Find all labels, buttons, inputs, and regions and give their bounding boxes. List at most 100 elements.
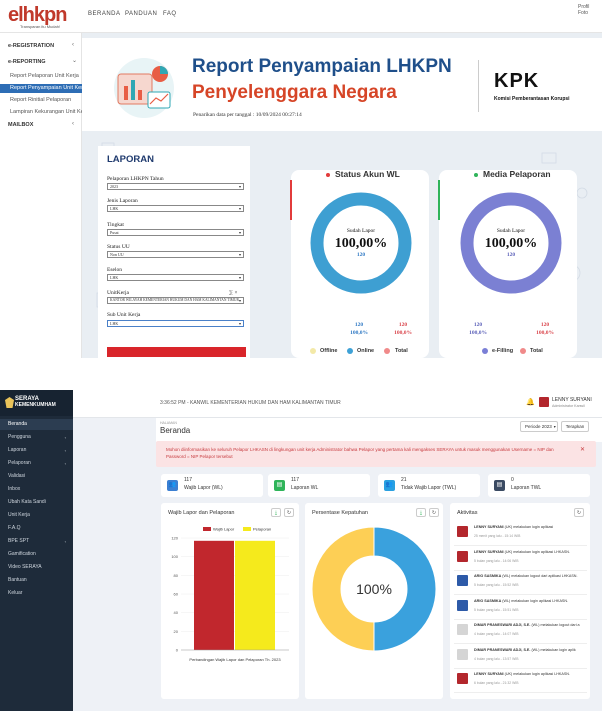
nav-ubah-kata-sandi[interactable]: Ubah Kata Sandi [0, 497, 73, 508]
select-eselon[interactable]: LHK ▾ [107, 274, 244, 281]
nav-gamification[interactable]: Gamification [0, 549, 73, 560]
unit-kerja-clear-icon[interactable]: ⅀ × [229, 290, 238, 296]
efilling-pct: 100,0% [469, 330, 487, 336]
activity-text: LENNY SURYANI (UK) melakukan login aplik… [474, 550, 586, 555]
avatar[interactable] [539, 397, 549, 407]
select-status-uu[interactable]: Non UU ▾ [107, 251, 244, 258]
online-count: 120 [354, 322, 364, 328]
select-unit-kerja-value: KANTOR WILAYAH KEMENTERIAN HUKUM DAN HAM… [110, 298, 239, 302]
label-jenis-laporan: Jenis Laporan [107, 198, 138, 204]
avatar [457, 575, 468, 586]
total-pct: 100,0% [536, 330, 554, 336]
legend-total: Total [530, 348, 543, 354]
nav-faq[interactable]: F.A.Q [0, 523, 73, 534]
nav-unit-kerja[interactable]: Unit Kerja [0, 510, 73, 521]
bar-wajib-lapor[interactable] [194, 540, 234, 650]
seraya-logo-line2: KEMENKUMHAM [15, 402, 56, 408]
nav-laporan-label: Laporan [8, 447, 27, 453]
legend-swatch [203, 527, 211, 531]
sidebar-item-report-penyampaian[interactable]: Report Penyampaian Unit Kerja [0, 84, 82, 93]
document-icon: ▤ [274, 480, 285, 491]
kepatuhan-title: Persentase Kepatuhan [312, 510, 368, 516]
donut-slice-belum-lapor[interactable] [311, 526, 375, 652]
chevron-down-icon: ▾ [238, 275, 241, 280]
nav-panduan[interactable]: PANDUAN [125, 11, 158, 17]
download-icon[interactable]: ⤓ [416, 508, 426, 517]
stat-label: Tidak Wajib Lapor (TWL) [401, 485, 457, 491]
apply-button[interactable]: Terapkan [561, 421, 589, 432]
sidebar-section-mailbox[interactable]: MAILBOX [8, 122, 34, 128]
refresh-icon[interactable]: ↻ [284, 508, 294, 517]
activity-item[interactable]: DIMAR PRANESWARI ADJI, S.E. (WL) melakuk… [454, 645, 587, 669]
chevron-down-icon: ⌄ [72, 58, 78, 64]
chevron-left-icon: ‹ [64, 448, 66, 453]
banner-date: Penarikan data per tanggal : 10/09/2024 … [193, 112, 302, 118]
stat-card-tidak-wajib-lapor[interactable] [378, 474, 480, 497]
nav-pengguna[interactable]: Pengguna ‹ [0, 432, 73, 443]
stat-card-laporan-twl[interactable] [488, 474, 590, 497]
select-tahun[interactable]: 2023 ▾ [107, 183, 244, 190]
activity-user: DIMAR PRANESWARI ADJI, S.E. [474, 647, 531, 652]
activity-time: 4 bulan yang lalu - 13:57 WIB [474, 656, 519, 661]
profile-image-broken[interactable]: Profil Foto [578, 4, 590, 16]
ring-count: 120 [506, 252, 516, 258]
periode-select-value: Periode 2023 [525, 424, 552, 429]
activity-item[interactable]: DIMAR PRANESWARI ADJI, S.E. (WL) melakuk… [454, 620, 587, 644]
header-clock: 3:36:52 PM - KANWIL KEMENTERIAN HUKUM DA… [160, 400, 341, 406]
chevron-down-icon: ▾ [238, 206, 241, 211]
nav-pelaporan[interactable]: Pelaporan ‹ [0, 458, 73, 469]
sidebar-section-ereporting[interactable]: e-REPORTING [8, 59, 46, 65]
activity-item[interactable]: ARIO SASMIKA (WL) melakukan logout dari … [454, 571, 587, 595]
bar-pelaporan[interactable] [235, 540, 275, 650]
nav-validasi[interactable]: Validasi [0, 471, 73, 482]
nav-bantuan[interactable]: Bantuan [0, 575, 73, 586]
stat-value: 0 [511, 477, 514, 483]
periode-select[interactable]: Periode 2023 ▾ [520, 421, 558, 432]
sidebar-item-report-pelaporan[interactable]: Report Pelaporan Unit Kerja [10, 73, 79, 79]
stat-card-wajib-lapor[interactable] [161, 474, 263, 497]
y-tick-label: 20 [174, 629, 179, 634]
select-jenis-laporan-value: LHK [110, 206, 119, 211]
refresh-icon[interactable]: ↻ [429, 508, 439, 517]
kepatuhan-donut [311, 526, 437, 652]
legend-online-icon [347, 348, 353, 354]
download-icon[interactable]: ⤓ [271, 508, 281, 517]
refresh-icon[interactable]: ↻ [574, 508, 584, 517]
select-jenis-laporan[interactable]: LHK ▾ [107, 205, 244, 212]
document-icon: ▤ [494, 480, 505, 491]
sidebar-item-report-rinitial[interactable]: Report Rinitial Pelaporan [10, 97, 72, 103]
nav-beranda[interactable]: Beranda [0, 419, 73, 430]
legend-swatch [243, 527, 251, 531]
label-tahun: Pelaporan LHKPN Tahun [107, 176, 164, 182]
donut-slice-melapor[interactable] [373, 526, 437, 652]
media-pelaporan-title: Media Pelaporan [474, 169, 551, 179]
select-sub-unit-kerja[interactable]: LHK ▾ [107, 320, 244, 327]
activity-user: LENNY SURYANI [474, 672, 504, 676]
nav-laporan[interactable]: Laporan ‹ [0, 445, 73, 456]
select-tingkat[interactable]: Pusat ▾ [107, 229, 244, 236]
sidebar-section-eregistration[interactable]: e-REGISTRATION [8, 43, 55, 49]
legend-efilling-icon [482, 348, 488, 354]
nav-bpe-spt[interactable]: BPE SPT ‹ [0, 536, 73, 547]
close-icon[interactable]: ✕ [580, 447, 586, 453]
user-menu[interactable]: LENNY SURYANI Administrator Kanwil [552, 397, 592, 409]
efilling-count: 120 [473, 322, 483, 328]
stat-card-laporan-wl[interactable] [268, 474, 370, 497]
nav-keluar[interactable]: Keluar [0, 588, 73, 599]
nav-beranda[interactable]: BERANDA [88, 11, 121, 17]
activity-item[interactable]: LENNY SURYANI (UK) melakukan login aplik… [454, 522, 587, 546]
sidebar-item-lampiran-kekurangan[interactable]: Lampiran Kekurangan Unit Kerja [10, 109, 82, 115]
bell-icon[interactable]: 🔔 [526, 399, 535, 406]
elhkpn-logo[interactable]: elhkpn Transparan itu Mudah! [8, 4, 70, 29]
activity-item[interactable]: LENNY SURYANI (UK) melakukan login aplik… [454, 547, 587, 571]
nav-inbox[interactable]: Inbox [0, 484, 73, 495]
submit-button[interactable] [107, 347, 246, 357]
select-tingkat-value: Pusat [110, 230, 119, 235]
nav-video-seraya[interactable]: Video SERAYA [0, 562, 73, 573]
activity-item[interactable]: ARIO SASMIKA (WL) melakukan login aplika… [454, 596, 587, 620]
nav-faq[interactable]: FAQ [163, 11, 177, 17]
select-unit-kerja[interactable]: KANTOR WILAYAH KEMENTERIAN HUKUM DAN HAM… [107, 297, 244, 304]
aktivitas-title: Aktivitas [457, 510, 478, 516]
activity-item[interactable]: LENNY SURYANI (UK) melakukan login aplik… [454, 669, 587, 693]
seraya-logo-line1: SERAYA [15, 396, 39, 402]
